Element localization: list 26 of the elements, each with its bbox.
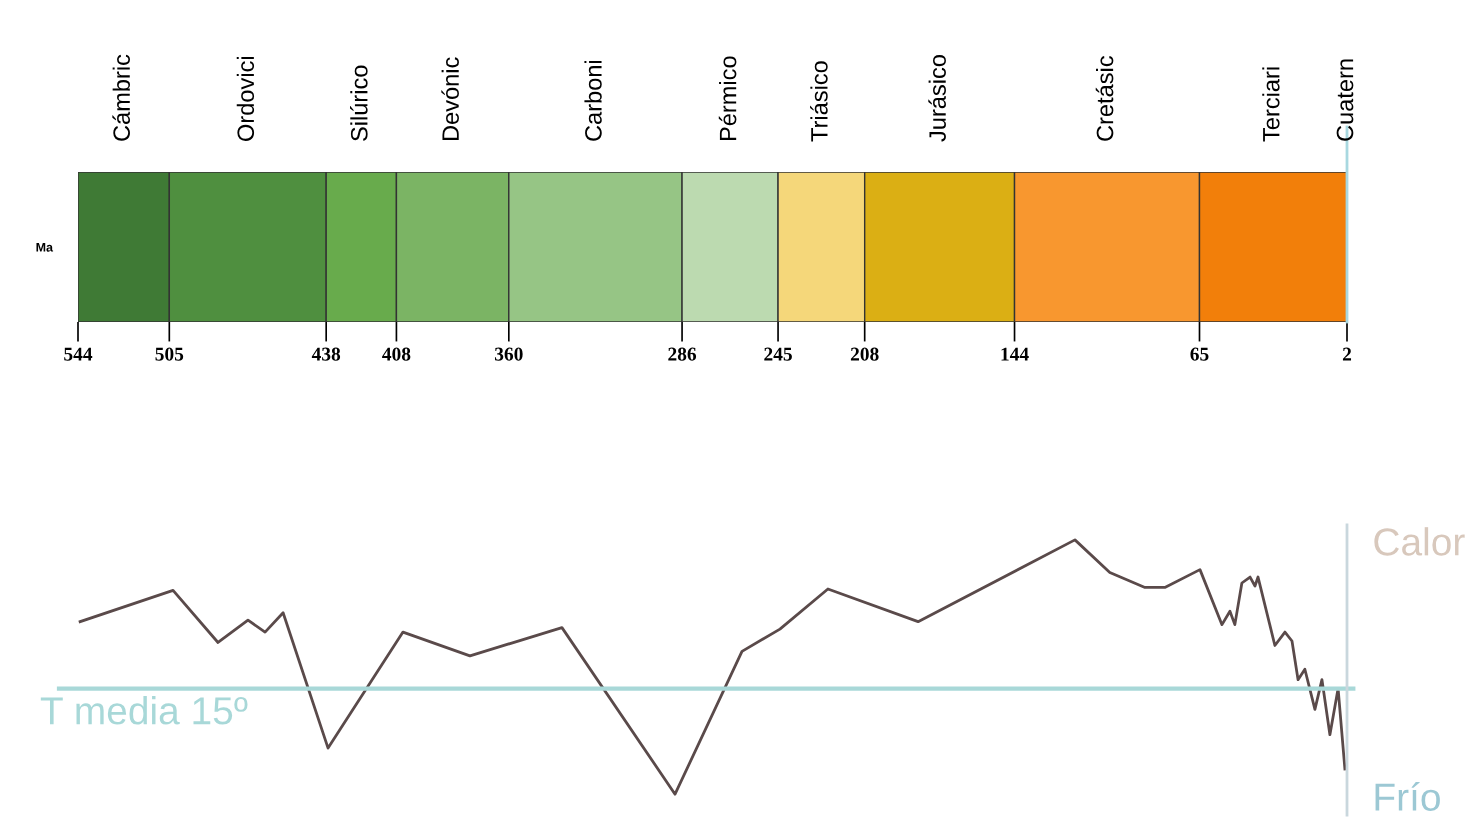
x-tick-label: 505: [155, 347, 184, 361]
x-tick-label: 245: [764, 347, 792, 361]
x-tick-label: 544: [64, 347, 93, 361]
x-tick-label: 438: [311, 347, 341, 361]
text: Devónic: [441, 57, 459, 141]
x-tick-label: 65: [1190, 347, 1209, 361]
x-tick-label: 360: [494, 347, 523, 361]
text: Cretásic: [1095, 56, 1114, 141]
x-tick-label: 408: [382, 347, 411, 361]
text: Frío: [1375, 781, 1440, 811]
x-tick-label: 286: [668, 347, 697, 361]
ref-line-label: Cuatern: [1336, 59, 1354, 141]
x-tick-label: 144: [1001, 347, 1029, 361]
text: Pérmico: [718, 56, 737, 141]
text: Cámbric: [112, 54, 130, 141]
ref-line-label: T media 15º: [40, 696, 248, 725]
text: Triásico: [810, 61, 828, 142]
text: Calor: [1374, 527, 1465, 556]
y-tick-label: Ma: [36, 242, 54, 252]
text: Carboni: [584, 60, 602, 141]
text: Ordovici: [236, 57, 255, 141]
x-tick-label: 208: [850, 347, 879, 361]
text: Terciari: [1262, 67, 1280, 142]
text: Silúrico: [350, 65, 368, 141]
text: Jurásico: [928, 55, 946, 142]
x-tick-label: 2: [1342, 347, 1352, 361]
